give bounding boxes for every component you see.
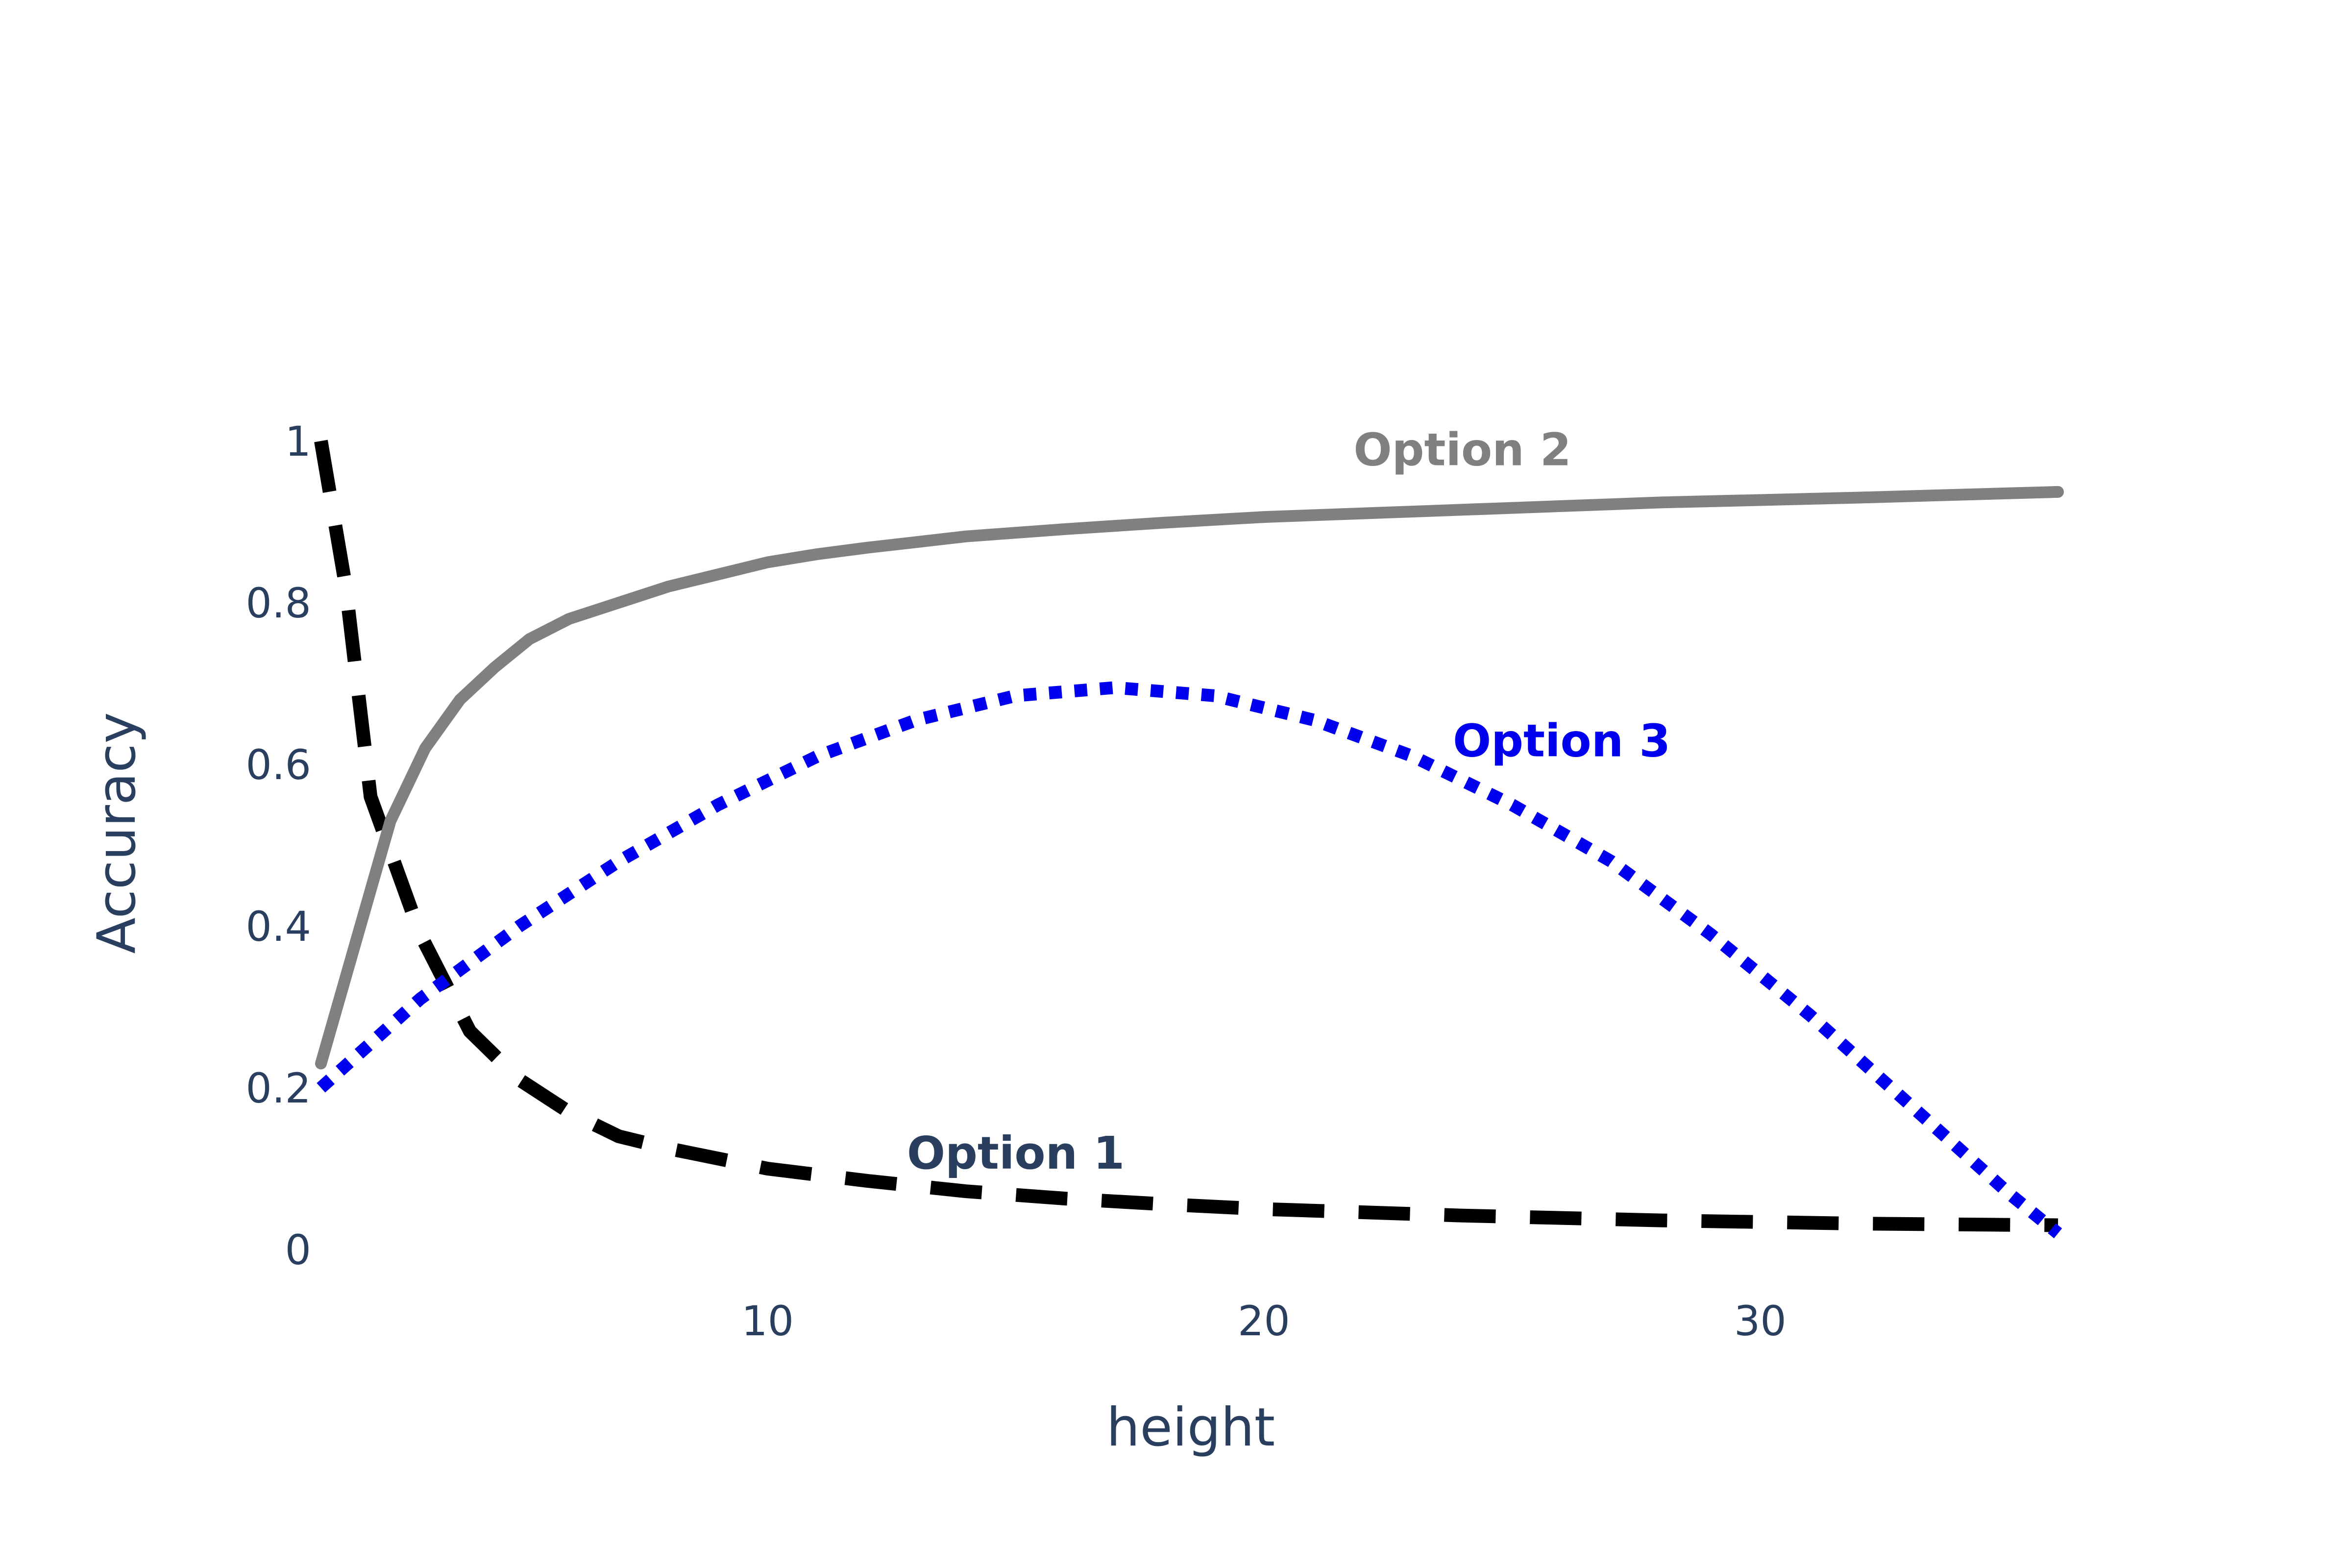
- y-tick-label: 0.8: [245, 579, 311, 627]
- y-tick-label: 0.2: [245, 1064, 311, 1112]
- y-tick-label: 1: [285, 417, 311, 466]
- y-axis-ticks: 0 0.2 0.4 0.6 0.8 1: [245, 417, 311, 1274]
- x-axis-title: height: [1106, 1397, 1275, 1458]
- series-label-option-3: Option 3: [1453, 715, 1670, 767]
- x-tick-label: 10: [741, 1297, 794, 1345]
- series-label-option-2: Option 2: [1353, 424, 1571, 476]
- x-axis-ticks: 10 20 30: [741, 1297, 1787, 1345]
- series-labels: Option 1 Option 2 Option 3: [907, 424, 1670, 1180]
- series-lines: [314, 440, 2064, 1239]
- series-line-option-3: [317, 681, 2062, 1239]
- x-tick-label: 20: [1238, 1297, 1290, 1345]
- series-label-option-1: Option 1: [907, 1127, 1125, 1179]
- y-tick-label: 0: [285, 1226, 311, 1274]
- y-axis-title: Accuracy: [86, 712, 147, 954]
- y-tick-label: 0.6: [245, 741, 311, 789]
- y-tick-label: 0.4: [245, 903, 311, 951]
- series-line-option-2: [315, 486, 2064, 1070]
- series-line-option-1: [314, 440, 2058, 1232]
- x-tick-label: 30: [1734, 1297, 1787, 1345]
